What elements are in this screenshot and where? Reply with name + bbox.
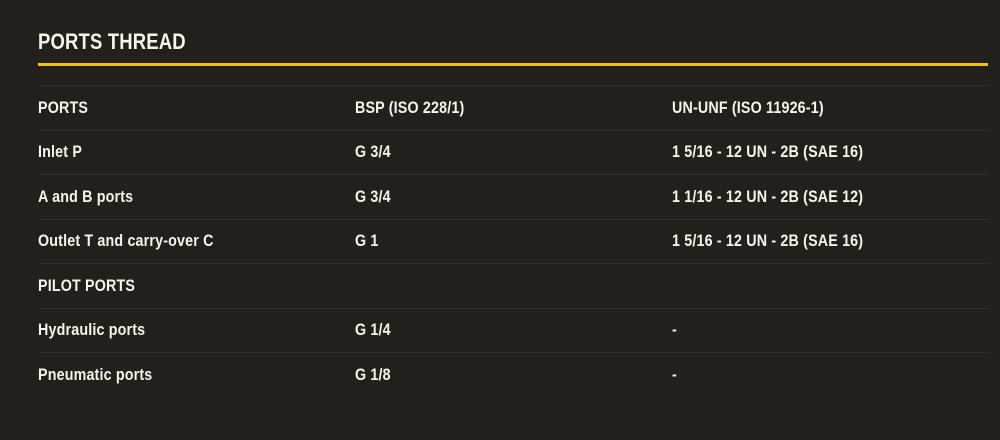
table-row-outlet-t-carry-over-c: Outlet T and carry-over C G 1 1 5/16 - 1… — [38, 218, 990, 264]
ports-thread-table: PORTS BSP (ISO 228/1) UN-UNF (ISO 11926-… — [38, 85, 990, 397]
bsp-value: G 1 — [355, 231, 379, 251]
table-row-inlet-p: Inlet P G 3/4 1 5/16 - 12 UN - 2B (SAE 1… — [38, 129, 990, 175]
section-title: PORTS THREAD — [38, 30, 990, 54]
row-label: A and B ports — [38, 186, 134, 206]
row-label: Inlet P — [38, 142, 83, 162]
un-unf-value: - — [672, 320, 677, 340]
section-title-text: PORTS THREAD — [38, 29, 186, 54]
column-header-un-unf: UN-UNF (ISO 11926-1) — [672, 97, 824, 117]
column-header-ports: PORTS — [38, 97, 89, 117]
row-label: Pneumatic ports — [38, 364, 153, 384]
bsp-value: G 1/8 — [355, 364, 391, 384]
bsp-value: G 3/4 — [355, 142, 391, 162]
un-unf-value — [672, 276, 990, 296]
bsp-value: G 3/4 — [355, 186, 391, 206]
table-header-row: PORTS BSP (ISO 228/1) UN-UNF (ISO 11926-… — [38, 85, 990, 130]
accent-underline — [38, 63, 988, 66]
row-label: PILOT PORTS — [38, 275, 136, 295]
un-unf-value: 1 5/16 - 12 UN - 2B (SAE 16) — [672, 142, 864, 162]
bsp-value — [355, 276, 672, 296]
un-unf-value: 1 5/16 - 12 UN - 2B (SAE 16) — [672, 231, 864, 251]
row-label: Outlet T and carry-over C — [38, 231, 214, 251]
column-header-bsp: BSP (ISO 228/1) — [355, 97, 465, 117]
table-subheader-pilot-ports: PILOT PORTS — [38, 263, 990, 308]
table-row-pneumatic-ports: Pneumatic ports G 1/8 - — [38, 352, 990, 397]
table-row-a-and-b-ports: A and B ports G 3/4 1 1/16 - 12 UN - 2B … — [38, 174, 990, 219]
bsp-value: G 1/4 — [355, 320, 391, 340]
un-unf-value: 1 1/16 - 12 UN - 2B (SAE 12) — [672, 186, 864, 206]
un-unf-value: - — [672, 364, 677, 384]
row-label: Hydraulic ports — [38, 320, 146, 340]
table-row-hydraulic-ports: Hydraulic ports G 1/4 - — [38, 307, 990, 353]
